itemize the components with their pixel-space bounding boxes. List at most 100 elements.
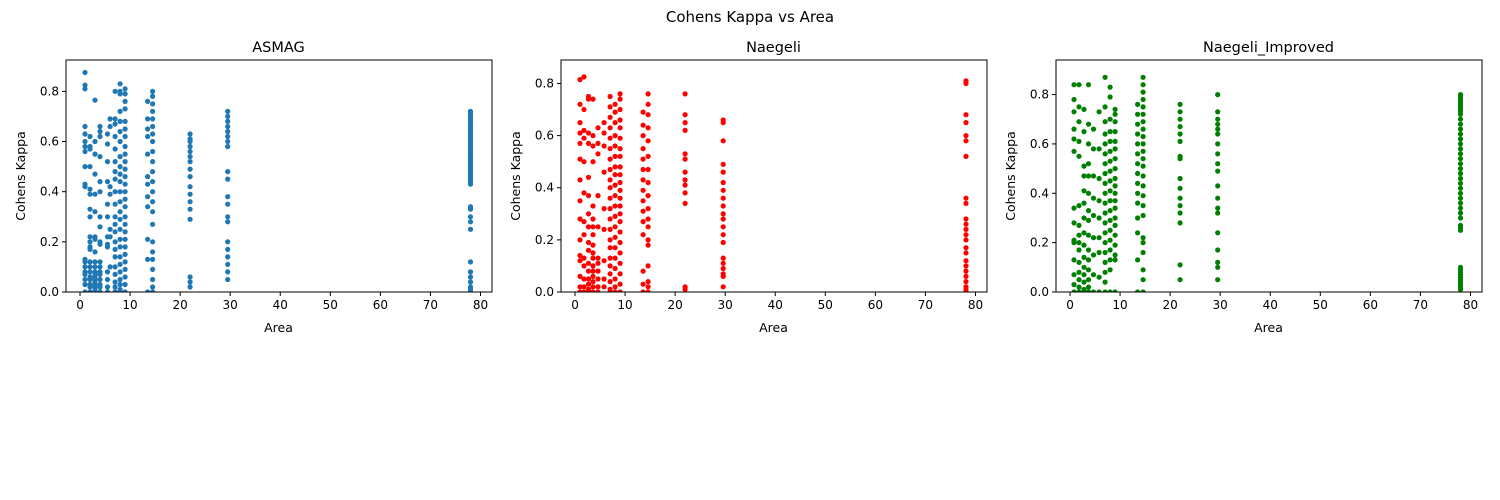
data-point xyxy=(645,91,651,97)
data-point xyxy=(581,190,587,196)
data-point xyxy=(187,143,193,150)
data-point xyxy=(1112,205,1118,211)
data-point xyxy=(1215,277,1221,283)
data-point xyxy=(617,117,623,123)
data-point xyxy=(590,268,596,274)
data-point xyxy=(150,88,156,94)
data-point xyxy=(1215,131,1221,137)
data-point xyxy=(1112,175,1118,182)
data-point xyxy=(1112,183,1118,189)
data-point xyxy=(1177,220,1183,226)
data-point xyxy=(1112,190,1118,196)
data-point xyxy=(104,131,111,137)
data-point xyxy=(122,229,128,235)
plot-area: 0 10 20 30 40 50 60 70 80 0.0 0.2 0.4 0.6 0.8 xyxy=(535,59,988,312)
data-point xyxy=(150,256,156,262)
data-point xyxy=(150,138,156,145)
data-point xyxy=(1107,257,1113,263)
data-point xyxy=(122,106,128,112)
data-point xyxy=(1085,141,1092,147)
data-point xyxy=(104,284,111,290)
data-point xyxy=(1076,289,1082,292)
data-point xyxy=(1177,124,1183,130)
data-point xyxy=(581,127,587,133)
data-point xyxy=(225,276,231,283)
data-point xyxy=(585,96,592,102)
data-point xyxy=(1112,232,1118,238)
data-point xyxy=(467,274,474,280)
data-point xyxy=(112,201,118,207)
data-point xyxy=(122,151,128,157)
data-point xyxy=(1102,220,1108,226)
data-point xyxy=(581,74,587,80)
data-point xyxy=(590,289,596,292)
data-point xyxy=(117,171,123,177)
data-point xyxy=(585,260,592,266)
data-point xyxy=(645,206,651,212)
data-point xyxy=(225,113,231,119)
data-point xyxy=(467,226,474,232)
data-point xyxy=(87,133,93,140)
data-point xyxy=(963,279,969,285)
x-tick-label: 20 xyxy=(1162,298,1177,312)
data-point xyxy=(595,151,601,157)
data-point xyxy=(1107,84,1113,90)
data-point xyxy=(112,189,118,195)
data-point xyxy=(617,187,623,193)
data-point xyxy=(1107,158,1113,164)
data-point xyxy=(1102,170,1108,177)
data-point xyxy=(640,232,646,238)
data-point xyxy=(617,96,623,102)
data-point xyxy=(1215,92,1221,98)
data-point xyxy=(122,181,128,187)
data-point xyxy=(107,184,113,190)
data-point xyxy=(104,201,111,207)
data-point xyxy=(1107,198,1113,204)
data-point xyxy=(640,289,646,292)
data-point xyxy=(612,276,618,282)
data-point xyxy=(145,236,151,242)
data-point xyxy=(682,156,688,162)
data-point xyxy=(1102,210,1108,216)
y-tick-label: 0.4 xyxy=(40,185,59,199)
data-point xyxy=(112,169,118,175)
data-point xyxy=(87,284,93,290)
data-point xyxy=(963,80,969,87)
x-tick-label: 60 xyxy=(1363,298,1378,312)
data-point xyxy=(1071,282,1077,288)
data-point xyxy=(1140,173,1146,179)
data-point xyxy=(1177,131,1183,137)
data-point xyxy=(577,156,583,162)
subplot-naegeli: Naegeli Area Cohens Kappa 0 10 20 30 40 50 60 7… xyxy=(508,40,988,335)
data-point xyxy=(1081,279,1087,285)
data-point xyxy=(104,244,111,250)
data-point xyxy=(1081,163,1087,169)
data-point xyxy=(1090,289,1097,292)
data-point xyxy=(87,206,93,212)
data-point xyxy=(1071,109,1077,115)
data-point xyxy=(225,246,231,252)
data-point xyxy=(1177,262,1183,268)
data-point xyxy=(97,123,103,130)
data-point xyxy=(963,120,969,126)
data-point xyxy=(1076,269,1082,275)
data-point xyxy=(590,242,596,248)
scatter-points xyxy=(577,74,969,292)
data-point xyxy=(581,284,587,290)
data-point xyxy=(1096,274,1102,280)
data-point xyxy=(1090,126,1097,132)
data-point xyxy=(595,255,601,261)
plot-area: 0 10 20 30 40 50 60 70 80 0.0 0.2 0.4 0.6 0.8 xyxy=(1030,59,1483,312)
data-point xyxy=(150,159,156,165)
data-point xyxy=(225,239,231,245)
data-point xyxy=(1112,252,1118,258)
data-point xyxy=(1457,116,1464,122)
data-point xyxy=(1081,230,1087,236)
data-point xyxy=(1102,74,1108,80)
data-point xyxy=(1107,148,1113,154)
data-point xyxy=(97,259,103,265)
data-point xyxy=(1177,101,1183,107)
data-point xyxy=(107,226,113,232)
data-point xyxy=(82,131,88,137)
data-point xyxy=(150,289,156,292)
